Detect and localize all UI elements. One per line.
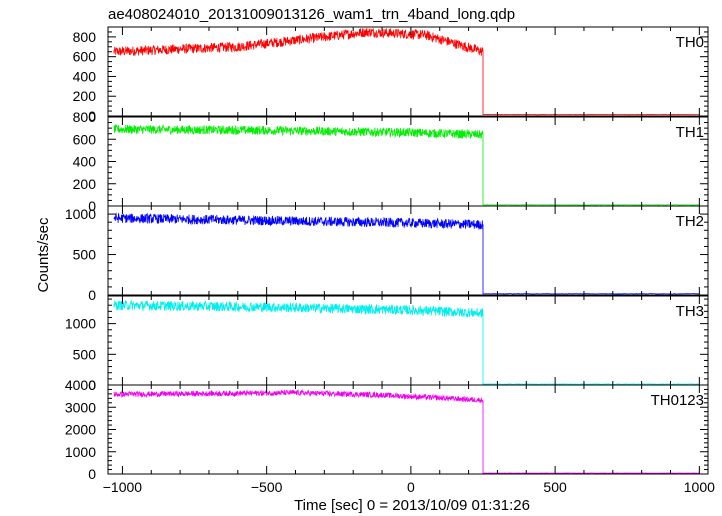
y-tick-label: 4000 bbox=[65, 377, 96, 393]
y-tick-label: 500 bbox=[73, 247, 97, 263]
x-tick-label: 500 bbox=[543, 479, 567, 495]
panel-th0123: 0 1000 2000 3000 4000 TH0123 bbox=[65, 377, 709, 482]
y-tick-label: 400 bbox=[73, 154, 97, 170]
series-line-th0123 bbox=[113, 388, 700, 474]
series-line-th2 bbox=[113, 212, 700, 295]
y-tick-label: 200 bbox=[73, 176, 97, 192]
y-axis-label: Counts/sec bbox=[35, 217, 52, 293]
panel-label: TH2 bbox=[676, 213, 704, 230]
y-tick-label: 0 bbox=[88, 198, 96, 214]
x-tick-label: −1000 bbox=[103, 479, 143, 495]
y-tick-label: 0 bbox=[88, 108, 96, 124]
y-tick-label: 3000 bbox=[65, 399, 96, 415]
y-tick-label: 1000 bbox=[65, 316, 96, 332]
y-tick-label: 1000 bbox=[65, 444, 96, 460]
panel-group: 0 200 400 600 800 TH0 0 200 400 600 800 TH1 0 500 1000… bbox=[65, 26, 709, 482]
series-line-th1 bbox=[113, 123, 700, 206]
y-tick-label: 0 bbox=[88, 466, 96, 482]
panel-th3: 0 500 1000 TH3 bbox=[65, 295, 709, 393]
panel-th1: 0 200 400 600 800 TH1 bbox=[73, 109, 709, 214]
y-tick-label: 600 bbox=[73, 49, 97, 65]
panel-th0: 0 200 400 600 800 TH0 bbox=[73, 26, 709, 124]
x-tick-label: 1000 bbox=[684, 479, 715, 495]
y-tick-label: 200 bbox=[73, 88, 97, 104]
y-tick-label: 500 bbox=[73, 346, 97, 362]
x-axis-label: Time [sec] 0 = 2013/10/09 01:31:26 bbox=[294, 497, 530, 514]
series-line-th0 bbox=[113, 28, 700, 116]
panel-label: TH1 bbox=[676, 124, 704, 141]
y-tick-label: 2000 bbox=[65, 422, 96, 438]
chart-title: ae408024010_20131009013126_wam1_trn_4ban… bbox=[108, 6, 515, 23]
y-tick-label: 800 bbox=[73, 109, 97, 125]
panel-label: TH0123 bbox=[651, 392, 704, 409]
panel-label: TH3 bbox=[676, 303, 704, 320]
y-tick-label: 1000 bbox=[65, 206, 96, 222]
panel-frame bbox=[107, 205, 709, 296]
x-axis: −1000 −500 0 500 1000 bbox=[103, 479, 715, 495]
series-line-th3 bbox=[113, 299, 700, 385]
x-tick-label: −500 bbox=[251, 479, 283, 495]
panel-th2: 0 500 1000 TH2 bbox=[65, 205, 709, 303]
y-tick-label: 600 bbox=[73, 131, 97, 147]
panel-frame bbox=[107, 26, 709, 117]
y-tick-label: 0 bbox=[88, 287, 96, 303]
y-tick-label: 400 bbox=[73, 68, 97, 84]
y-tick-label: 800 bbox=[73, 29, 97, 45]
y-tick-label: 0 bbox=[88, 377, 96, 393]
x-tick-label: 0 bbox=[407, 479, 415, 495]
panel-label: TH0 bbox=[676, 34, 704, 51]
